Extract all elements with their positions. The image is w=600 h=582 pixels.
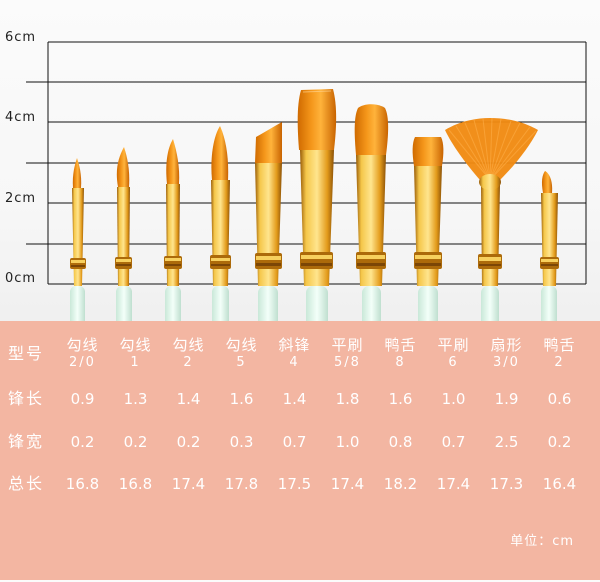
blade-width-cell: 0.8 (388, 432, 413, 451)
type-cell-5: 斜锋 4 (268, 330, 321, 378)
blade-width-cell: 1.0 (335, 432, 360, 451)
brush-type-name: 平刷 (437, 336, 470, 355)
brush-type-name: 斜锋 (278, 336, 311, 355)
type-cell-7: 鸭舌 8 (374, 330, 427, 378)
brush-size: 1 (130, 355, 141, 371)
blade-length-cell: 1.9 (494, 389, 519, 408)
blade-width-row-label: 锋宽 (8, 432, 45, 451)
brush-illustration (26, 41, 587, 328)
total-length-cell: 17.5 (277, 474, 312, 493)
blade-length-cell: 1.4 (282, 389, 307, 408)
brush-7 (354, 104, 389, 328)
type-cell-4: 勾线 5 (215, 330, 268, 378)
blade-width-cell: 0.2 (123, 432, 148, 451)
total-length-cells: 16.8 16.8 17.4 17.8 17.5 17.4 18.2 17.4 … (56, 464, 586, 504)
brush-type-name: 勾线 (66, 336, 99, 355)
total-length-cell: 17.3 (489, 474, 524, 493)
type-cell-10: 鸭舌 2 (533, 330, 586, 378)
scale-label-6cm: 6cm (5, 30, 37, 45)
blade-length-cell: 1.6 (388, 389, 413, 408)
brush-type-name: 勾线 (119, 336, 152, 355)
blade-width-cell: 0.2 (547, 432, 572, 451)
blade-width-cell: 0.2 (176, 432, 201, 451)
brush-size: 8 (395, 355, 406, 371)
blade-width-cell: 2.5 (494, 432, 519, 451)
blade-length-cell: 1.8 (335, 389, 360, 408)
blade-length-cell: 1.0 (441, 389, 466, 408)
total-length-cell: 17.4 (330, 474, 365, 493)
brush-type-name: 鸭舌 (384, 336, 417, 355)
type-cell-3: 勾线 2 (162, 330, 215, 378)
total-length-cell: 16.4 (542, 474, 577, 493)
total-length-row-label: 总长 (8, 474, 45, 493)
total-length-cell: 17.4 (171, 474, 206, 493)
brush-6 (297, 89, 337, 328)
type-cells: 勾线 2/0 勾线 1 勾线 2 勾线 5 斜锋 4 平刷 5/8 (56, 330, 586, 378)
total-length-cell: 16.8 (65, 474, 100, 493)
brush-3 (164, 139, 182, 328)
blade-length-cell: 0.9 (70, 389, 95, 408)
brush-set (70, 89, 559, 328)
blade-width-cells: 0.2 0.2 0.2 0.3 0.7 1.0 0.8 0.7 2.5 0.2 (56, 422, 586, 462)
scale-label-0cm: 0cm (5, 271, 37, 286)
blade-width-cell: 0.7 (282, 432, 307, 451)
type-cell-8: 平刷 6 (427, 330, 480, 378)
brush-9 (445, 117, 538, 328)
brush-8 (412, 137, 444, 328)
type-row: 型号 勾线 2/0 勾线 1 勾线 2 勾线 5 斜锋 4 (0, 330, 600, 378)
blade-length-cell: 1.4 (176, 389, 201, 408)
brush-1 (70, 158, 86, 328)
type-cell-2: 勾线 1 (109, 330, 162, 378)
scale-label-2cm: 2cm (5, 191, 37, 206)
brush-size: 2 (554, 355, 565, 371)
total-length-cell: 18.2 (383, 474, 418, 493)
brush-size: 2 (183, 355, 194, 371)
brush-type-name: 平刷 (331, 336, 364, 355)
unit-label: 单位：cm (510, 534, 574, 549)
total-length-cell: 17.4 (436, 474, 471, 493)
type-cell-9: 扇形 3/0 (480, 330, 533, 378)
blade-length-row-label: 锋长 (8, 389, 45, 408)
blade-width-cell: 0.2 (70, 432, 95, 451)
brush-type-name: 扇形 (490, 336, 523, 355)
type-cell-6: 平刷 5/8 (321, 330, 374, 378)
brush-spec-table: 型号 勾线 2/0 勾线 1 勾线 2 勾线 5 斜锋 4 (0, 321, 600, 580)
brush-10 (540, 171, 559, 328)
scale-label-4cm: 4cm (5, 110, 37, 125)
brush-2 (115, 147, 132, 328)
brush-type-name: 勾线 (225, 336, 258, 355)
blade-length-row: 锋长 0.9 1.3 1.4 1.6 1.4 1.8 1.6 1.0 1.9 0… (0, 379, 600, 419)
brush-size: 5/8 (334, 355, 361, 371)
blade-length-cell: 1.3 (123, 389, 148, 408)
brush-type-name: 勾线 (172, 336, 205, 355)
brush-size: 3/0 (493, 355, 520, 371)
total-length-cell: 16.8 (118, 474, 153, 493)
brush-size: 4 (289, 355, 300, 371)
blade-length-cells: 0.9 1.3 1.4 1.6 1.4 1.8 1.6 1.0 1.9 0.6 (56, 379, 586, 419)
type-cell-1: 勾线 2/0 (56, 330, 109, 378)
blade-width-cell: 0.7 (441, 432, 466, 451)
brush-4 (210, 126, 231, 328)
total-length-row: 总长 16.8 16.8 17.4 17.8 17.5 17.4 18.2 17… (0, 464, 600, 504)
brush-size: 5 (236, 355, 247, 371)
type-row-label: 型号 (8, 344, 45, 363)
brush-size: 6 (448, 355, 459, 371)
brush-5 (255, 122, 282, 328)
blade-width-row: 锋宽 0.2 0.2 0.2 0.3 0.7 1.0 0.8 0.7 2.5 0… (0, 422, 600, 462)
blade-width-cell: 0.3 (229, 432, 254, 451)
brush-type-name: 鸭舌 (543, 336, 576, 355)
brush-size: 2/0 (69, 355, 96, 371)
brush-measurement-photo: 6cm 4cm 2cm 0cm paintbrush-icon (0, 0, 600, 330)
blade-length-cell: 1.6 (229, 389, 254, 408)
blade-length-cell: 0.6 (547, 389, 572, 408)
total-length-cell: 17.8 (224, 474, 259, 493)
